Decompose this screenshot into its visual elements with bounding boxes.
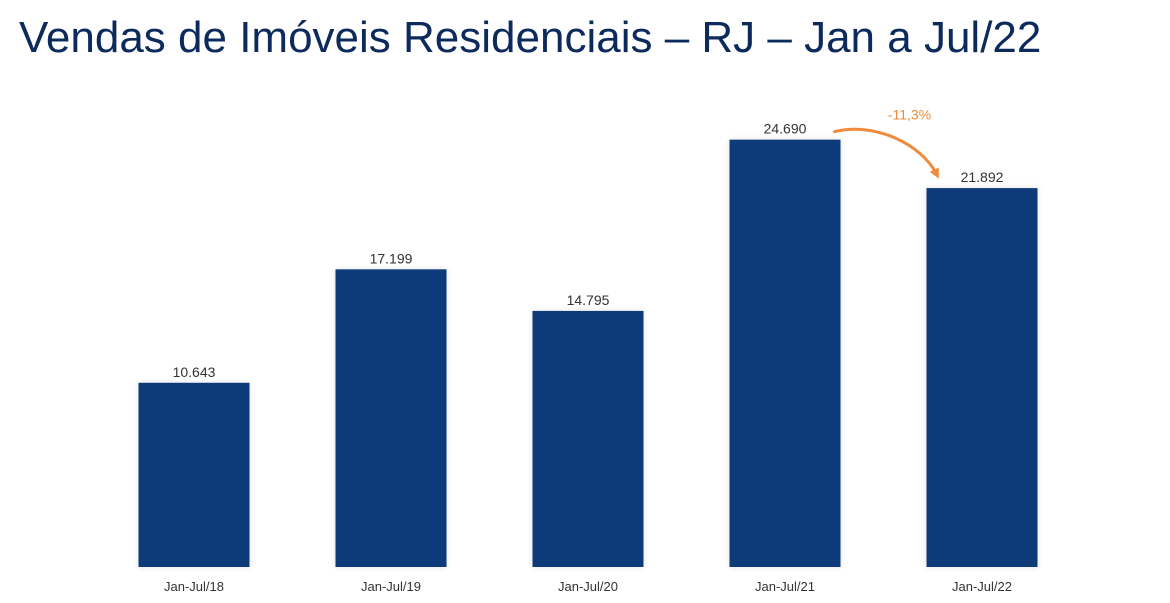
category-label: Jan-Jul/21	[755, 579, 815, 594]
bar-Jan-Jul/22	[926, 188, 1038, 567]
category-label: Jan-Jul/19	[361, 579, 421, 594]
category-label: Jan-Jul/20	[558, 579, 618, 594]
chart-title: Vendas de Imóveis Residenciais – RJ – Ja…	[19, 13, 1042, 62]
change-label: -11,3%	[888, 107, 931, 123]
category-label: Jan-Jul/18	[164, 579, 224, 594]
bar-Jan-Jul/21	[729, 139, 841, 567]
bar-value-label: 21.892	[961, 169, 1004, 185]
bar-value-label: 24.690	[764, 121, 807, 137]
bar-value-label: 10.643	[173, 364, 216, 380]
change-arrow	[833, 127, 939, 179]
bar-Jan-Jul/20	[532, 310, 644, 567]
category-label: Jan-Jul/22	[952, 579, 1012, 594]
bar-value-label: 14.795	[567, 292, 610, 308]
bar-Jan-Jul/18	[138, 382, 250, 567]
bar-Jan-Jul/19	[335, 269, 447, 567]
bar-value-label: 17.199	[370, 250, 413, 266]
